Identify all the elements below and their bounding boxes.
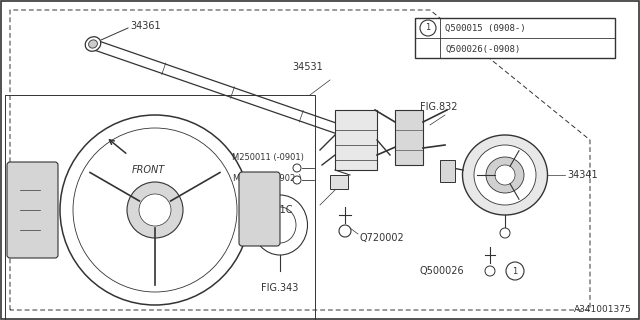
Circle shape [73, 128, 237, 292]
Bar [335, 110, 377, 170]
Circle shape [495, 165, 515, 185]
Bar [415, 18, 615, 58]
Text: A341001375: A341001375 [574, 305, 632, 314]
Bar [440, 160, 455, 182]
Text: 34361: 34361 [130, 21, 161, 31]
Circle shape [127, 182, 183, 238]
Text: 34351C: 34351C [255, 205, 292, 215]
Bar [330, 175, 348, 189]
Circle shape [293, 176, 301, 184]
FancyBboxPatch shape [239, 172, 280, 246]
Circle shape [139, 194, 171, 226]
Text: FIG.832: FIG.832 [420, 102, 458, 112]
Text: 34531: 34531 [292, 62, 323, 72]
Circle shape [485, 266, 495, 276]
Circle shape [60, 115, 250, 305]
Text: M250083(0902-): M250083(0902-) [232, 174, 301, 183]
Ellipse shape [474, 145, 536, 205]
Text: Q720002: Q720002 [360, 233, 404, 243]
Text: FIG.343: FIG.343 [261, 283, 299, 293]
Circle shape [293, 164, 301, 172]
Text: M250011 (-0901): M250011 (-0901) [232, 153, 304, 162]
Ellipse shape [88, 40, 97, 48]
Ellipse shape [253, 195, 307, 255]
Text: FRONT: FRONT [132, 165, 165, 175]
Text: 1: 1 [513, 268, 518, 276]
Text: 34341: 34341 [567, 170, 598, 180]
Text: Q500026(-0908): Q500026(-0908) [445, 45, 520, 54]
Circle shape [506, 262, 524, 280]
Ellipse shape [264, 207, 296, 243]
Circle shape [500, 228, 510, 238]
Text: Q500026: Q500026 [420, 266, 465, 276]
Bar [395, 110, 423, 165]
Text: 1: 1 [426, 23, 431, 33]
Ellipse shape [486, 157, 524, 193]
Ellipse shape [463, 135, 547, 215]
Circle shape [339, 225, 351, 237]
Ellipse shape [85, 37, 100, 51]
Text: Q500015 (0908-): Q500015 (0908-) [445, 23, 525, 33]
Bar [5, 95, 315, 320]
FancyBboxPatch shape [7, 162, 58, 258]
Circle shape [420, 20, 436, 36]
